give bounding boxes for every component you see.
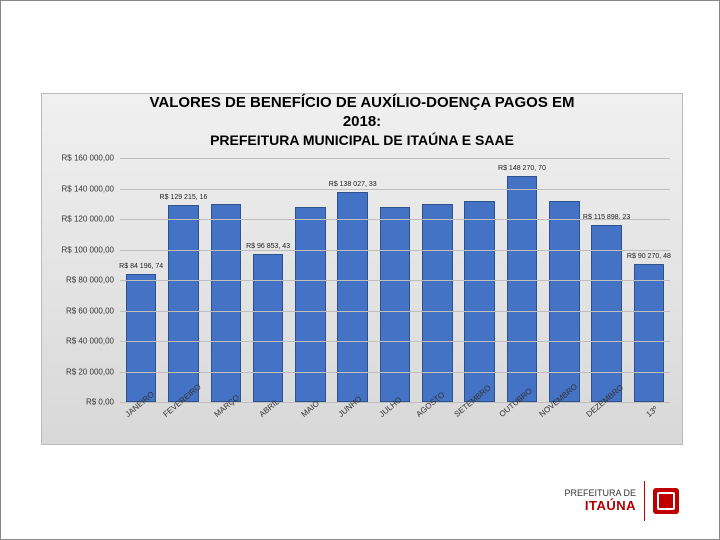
chart-subtitle: PREFEITURA MUNICIPAL DE ITAÚNA E SAAE — [92, 132, 632, 150]
category-label: FEVEREIRO — [161, 402, 207, 444]
y-axis-label: R$ 120 000,00 — [62, 215, 115, 224]
bar — [591, 225, 621, 402]
footer-logo: PREFEITURA DE ITAÚNA — [564, 481, 679, 521]
grid-line — [120, 311, 670, 312]
chart-card: VALORES DE BENEFÍCIO DE AUXÍLIO-DOENÇA P… — [41, 93, 683, 445]
city-crest-icon — [653, 488, 679, 514]
bar-value-label: R$ 84 196, 74 — [119, 263, 163, 270]
y-axis-label: R$ 160 000,00 — [62, 154, 115, 163]
category-label: NOVEMBRO — [537, 402, 584, 444]
grid-line — [120, 341, 670, 342]
bar — [634, 264, 664, 402]
y-axis-label: R$ 0,00 — [86, 398, 114, 407]
category-label: MARÇO — [207, 402, 248, 444]
category-label: AGOSTO — [411, 402, 452, 444]
category-label: MAIO — [289, 402, 330, 444]
category-label: DEZEMBRO — [584, 402, 629, 444]
grid-line — [120, 189, 670, 190]
category-label: ABRIL — [248, 402, 289, 444]
y-axis-label: R$ 60 000,00 — [66, 306, 114, 315]
bar-value-label: R$ 148 270, 70 — [498, 165, 546, 172]
title-line2: 2018: — [343, 113, 381, 130]
y-axis-label: R$ 40 000,00 — [66, 337, 114, 346]
y-axis-label: R$ 100 000,00 — [62, 245, 115, 254]
bar — [380, 207, 410, 402]
y-axis-label: R$ 80 000,00 — [66, 276, 114, 285]
slide: VALORES DE BENEFÍCIO DE AUXÍLIO-DOENÇA P… — [0, 0, 720, 540]
y-axis-label: R$ 140 000,00 — [62, 184, 115, 193]
footer-line2: ITAÚNA — [585, 498, 636, 513]
grid-line — [120, 372, 670, 373]
footer-separator — [644, 481, 645, 521]
bar — [337, 192, 367, 402]
bar-value-label: R$ 129 215, 16 — [160, 194, 208, 201]
title-line1: VALORES DE BENEFÍCIO DE AUXÍLIO-DOENÇA P… — [149, 94, 574, 111]
y-axis-label: R$ 20 000,00 — [66, 367, 114, 376]
grid-line — [120, 219, 670, 220]
category-label: SETEMBRO — [452, 402, 497, 444]
footer-line1: PREFEITURA DE — [564, 488, 636, 498]
bar — [507, 176, 537, 402]
category-label: JANEIRO — [120, 402, 161, 444]
bar-value-label: R$ 115 898, 23 — [583, 214, 630, 221]
category-label: JUNHO — [329, 402, 370, 444]
bar — [295, 207, 325, 402]
bar — [126, 274, 156, 402]
grid-line — [120, 158, 670, 159]
bar-value-label: R$ 138 027, 33 — [329, 181, 377, 188]
bar — [253, 254, 283, 402]
category-label: OUTUBRO — [497, 402, 538, 444]
category-label: JULHO — [370, 402, 411, 444]
chart-title: VALORES DE BENEFÍCIO DE AUXÍLIO-DOENÇA P… — [92, 94, 632, 149]
grid-line — [120, 250, 670, 251]
category-label: 13º — [629, 402, 670, 444]
grid-line — [120, 280, 670, 281]
category-axis: JANEIROFEVEREIROMARÇOABRILMAIOJUNHOJULHO… — [120, 402, 670, 444]
plot-area: R$ 84 196, 74R$ 129 215, 16R$ 96 853, 43… — [120, 158, 670, 402]
bar-value-label: R$ 90 270, 48 — [627, 253, 671, 260]
footer-text: PREFEITURA DE ITAÚNA — [564, 489, 636, 513]
